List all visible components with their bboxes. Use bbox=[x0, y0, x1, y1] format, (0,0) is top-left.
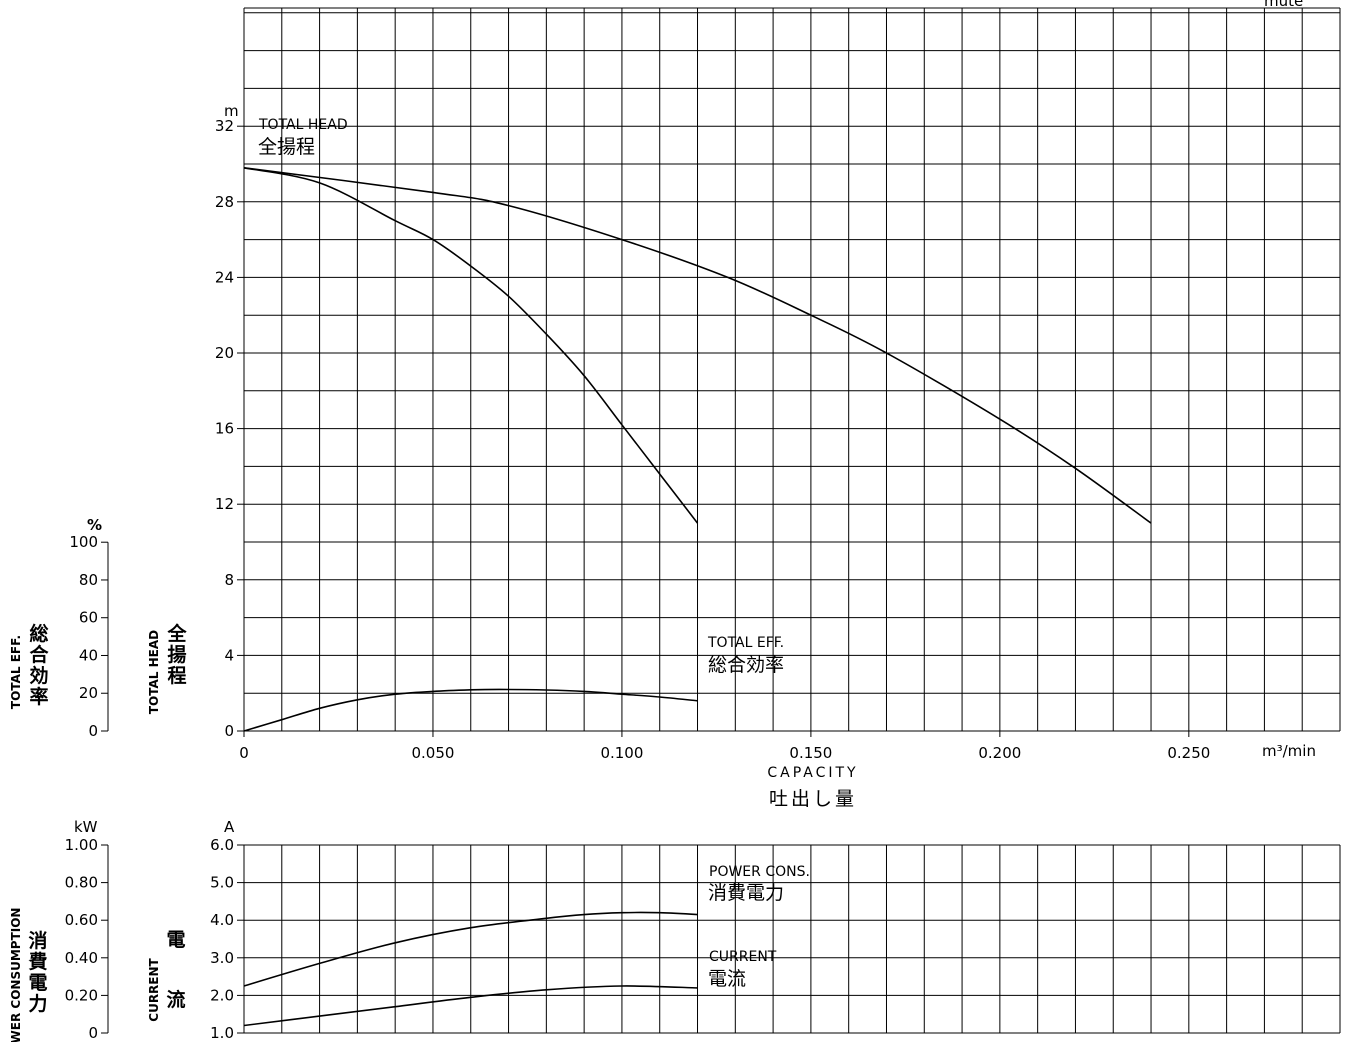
head-tick-label: 28 bbox=[215, 193, 234, 211]
power-tick-label: 0.20 bbox=[65, 986, 98, 1004]
x-tick-label: 0.150 bbox=[789, 744, 832, 762]
eff-axis-title-jp: 総合効率 bbox=[29, 622, 49, 708]
head-tick-label: 16 bbox=[215, 420, 234, 438]
current-curve-label-jp: 電流 bbox=[708, 968, 746, 990]
curves bbox=[243, 167, 1152, 1027]
eff-tick-label: 60 bbox=[79, 609, 98, 627]
lower-grid bbox=[243, 844, 1341, 1034]
eff-axis-title-en: TOTAL EFF. bbox=[9, 635, 23, 709]
head-axis-title-jp: 全揚程 bbox=[166, 622, 187, 687]
eff-tick-label: 40 bbox=[79, 646, 98, 664]
head-tick-label: 20 bbox=[215, 344, 234, 362]
x-unit-label: m³/min bbox=[1262, 742, 1316, 760]
eff-tick-label: 100 bbox=[69, 533, 98, 551]
head-unit-label: m bbox=[224, 102, 239, 120]
current-curve-label-en: CURRENT bbox=[709, 949, 777, 965]
eff-tick-label: 20 bbox=[79, 684, 98, 702]
x-tick-label: 0.100 bbox=[600, 744, 643, 762]
eff-tick-label: 0 bbox=[88, 722, 98, 740]
power-curve-label-jp: 消費電力 bbox=[708, 882, 784, 904]
labels: TOTAL HEAD 全揚程 TOTAL EFF. 総合効率 POWER CONS. 消費… bbox=[258, 117, 810, 990]
power-curve-label-en: POWER CONS. bbox=[709, 864, 810, 880]
head-curve-label-en: TOTAL HEAD bbox=[258, 117, 348, 133]
x-tick-label: 0.250 bbox=[1167, 744, 1210, 762]
power-axis-title-jp: 消費電力 bbox=[28, 929, 47, 1015]
curve-head_a bbox=[243, 167, 699, 524]
eff-unit-label: % bbox=[87, 516, 102, 534]
corner-text: mute bbox=[1264, 0, 1303, 10]
eff-curve-label-jp: 総合効率 bbox=[708, 654, 784, 676]
head-tick-label: 8 bbox=[224, 571, 234, 589]
power-axis-title-en: POWER CONSUMPTION bbox=[9, 908, 23, 1042]
current-unit-label: A bbox=[224, 818, 235, 836]
current-tick-label: 1.0 bbox=[210, 1024, 234, 1042]
head-tick-label: 24 bbox=[215, 268, 234, 286]
power-tick-label: 0.80 bbox=[65, 874, 98, 892]
head-curve-label-jp: 全揚程 bbox=[258, 136, 315, 158]
upper-grid bbox=[243, 7, 1341, 732]
head-tick-label: 12 bbox=[215, 495, 234, 513]
current-tick-label: 3.0 bbox=[210, 949, 234, 967]
curve-current bbox=[243, 985, 698, 1027]
current-axis-title-en: CURRENT bbox=[147, 957, 161, 1021]
eff-tick-label: 80 bbox=[79, 571, 98, 589]
x-axis-label-en: CAPACITY bbox=[767, 765, 858, 781]
current-tick-label: 4.0 bbox=[210, 911, 234, 929]
current-axis-title-jp: 電流 bbox=[166, 929, 185, 1011]
curve-power bbox=[243, 911, 698, 987]
power-tick-label: 0.60 bbox=[65, 911, 98, 929]
curve-eff bbox=[243, 688, 698, 732]
power-tick-label: 0 bbox=[88, 1024, 98, 1042]
head-tick-label: 0 bbox=[224, 722, 234, 740]
curve-head_b bbox=[243, 167, 1152, 524]
head-axis-title-en: TOTAL HEAD bbox=[147, 630, 161, 714]
current-tick-label: 5.0 bbox=[210, 874, 234, 892]
eff-curve-label-en: TOTAL EFF. bbox=[707, 635, 784, 651]
x-tick-label: 0 bbox=[239, 744, 249, 762]
x-tick-label: 0.200 bbox=[978, 744, 1021, 762]
x-axis-label-jp: 吐出し量 bbox=[769, 788, 857, 810]
power-tick-label: 1.00 bbox=[65, 836, 98, 854]
current-tick-label: 6.0 bbox=[210, 836, 234, 854]
current-tick-label: 2.0 bbox=[210, 986, 234, 1004]
power-unit-label: kW bbox=[74, 818, 98, 836]
head-tick-label: 4 bbox=[224, 646, 234, 664]
power-tick-label: 0.40 bbox=[65, 949, 98, 967]
axes: 0 4 8 12 16 20 24 28 32m 0 20 40 60 80 100% 0 0.050 0.100… bbox=[9, 0, 1316, 1042]
x-tick-label: 0.050 bbox=[411, 744, 454, 762]
head-tick-label: 32 bbox=[215, 117, 234, 135]
